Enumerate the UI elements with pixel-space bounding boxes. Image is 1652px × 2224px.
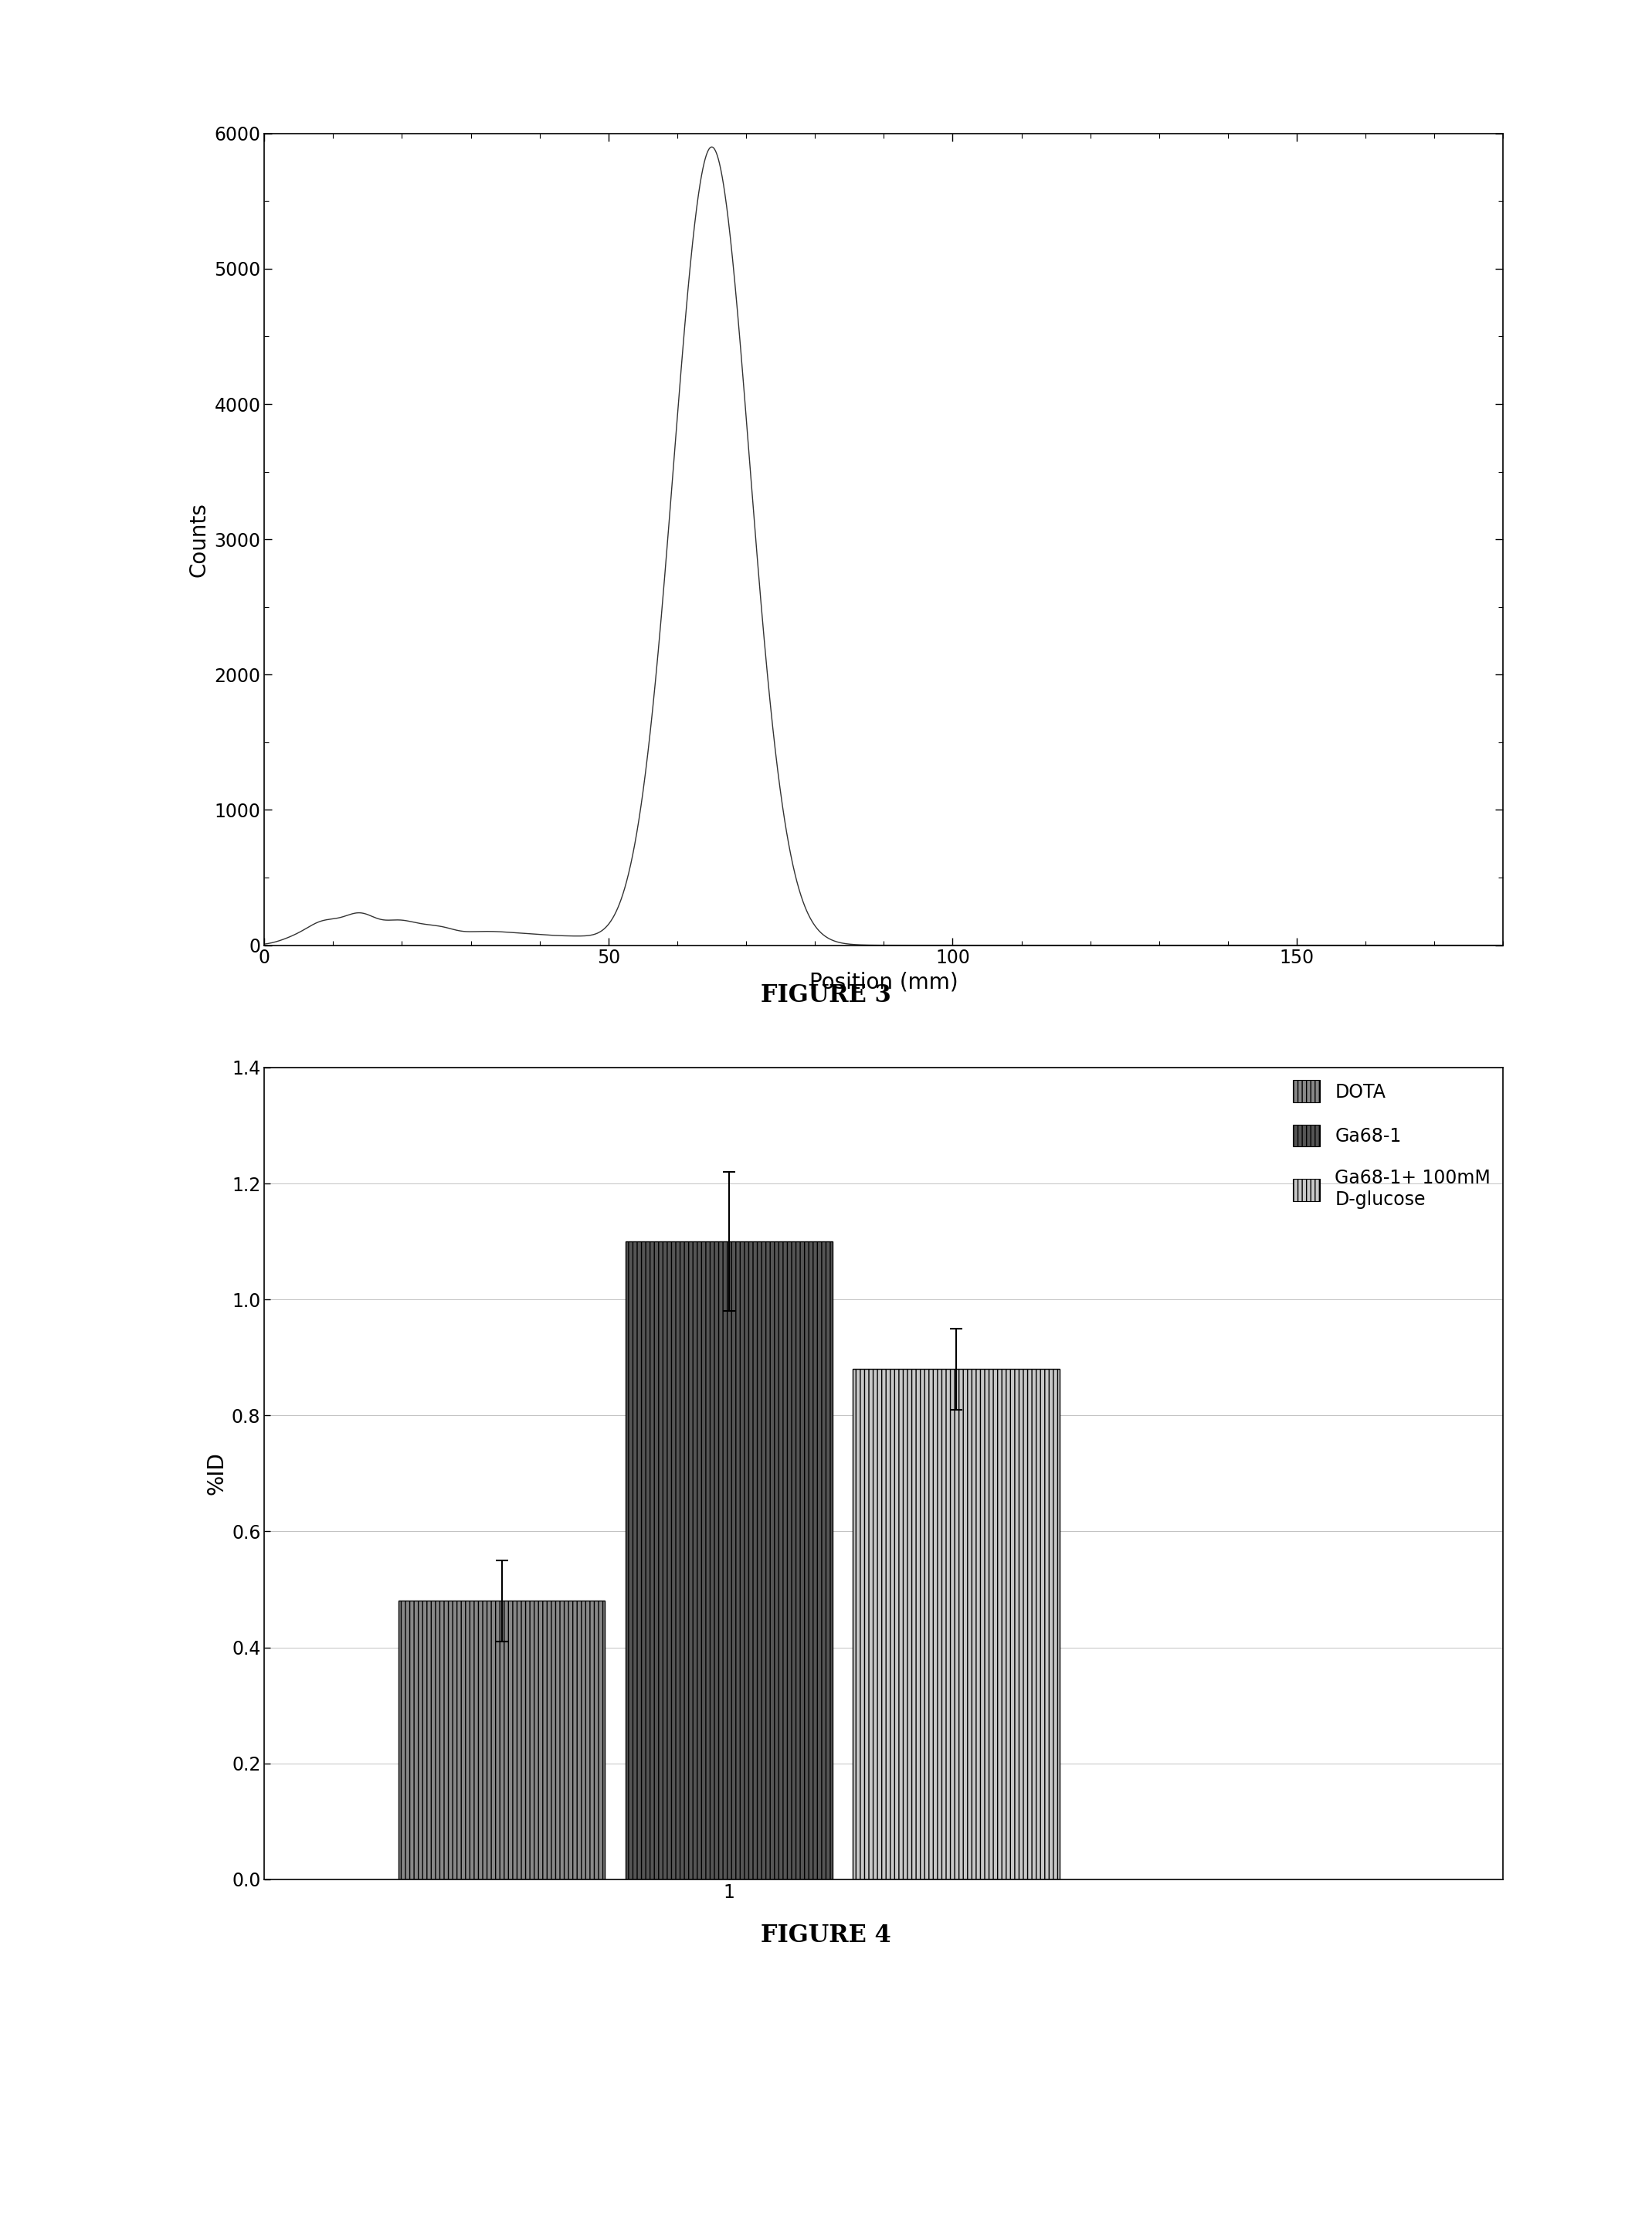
Text: FIGURE 3: FIGURE 3 [762,983,890,1007]
Bar [398,1601,605,1879]
X-axis label: Position (mm): Position (mm) [809,972,958,994]
Legend: DOTA, Ga68-1, Ga68-1+ 100mM
D-glucose: DOTA, Ga68-1, Ga68-1+ 100mM D-glucose [1285,1072,1498,1217]
Text: FIGURE 4: FIGURE 4 [762,1924,890,1948]
Y-axis label: Counts: Counts [188,503,210,576]
Bar [626,1241,833,1879]
Y-axis label: %ID: %ID [206,1452,228,1495]
Bar [852,1370,1059,1879]
